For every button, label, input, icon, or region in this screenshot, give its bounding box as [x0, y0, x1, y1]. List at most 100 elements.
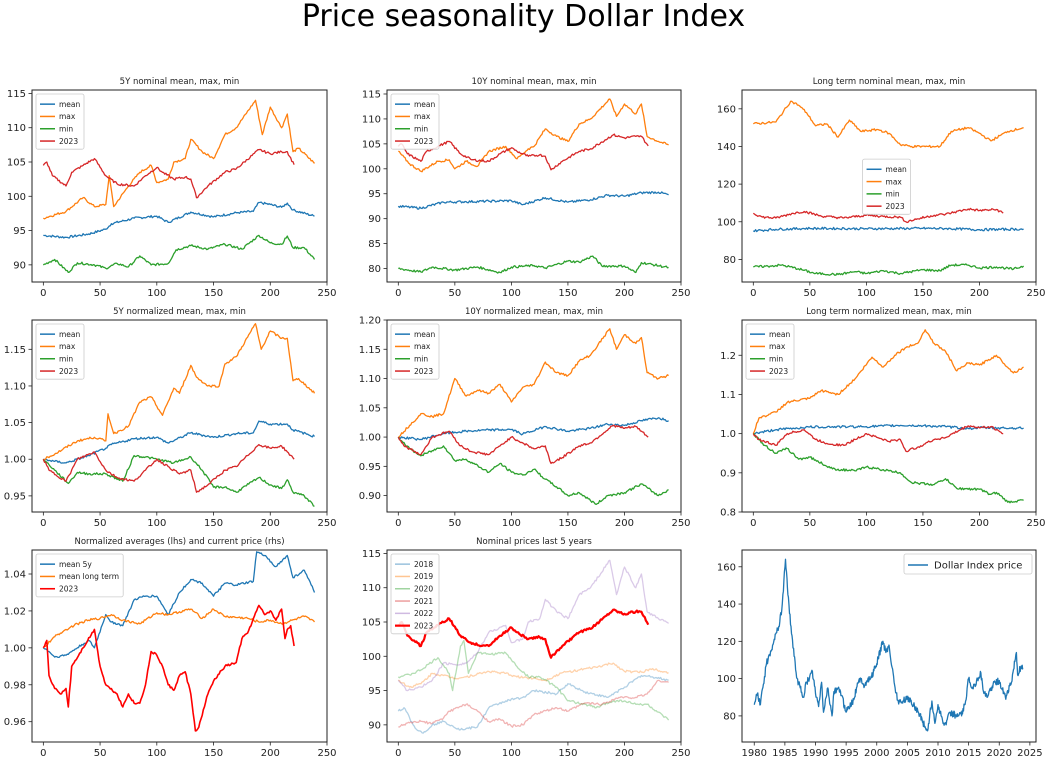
subplot-title: Nominal prices last 5 years	[476, 537, 592, 547]
x-tick-label: 50	[448, 288, 461, 299]
legend-box	[862, 158, 911, 215]
x-tick-label: 50	[94, 748, 107, 759]
x-tick-label: 250	[671, 518, 690, 529]
axes-frame	[386, 549, 682, 743]
x-tick-label: 0	[750, 288, 756, 299]
legend-label: 2023	[59, 584, 78, 593]
x-tick-label: 1990	[803, 748, 828, 759]
x-tick-label: 1985	[772, 748, 797, 759]
y-tick-label: 160	[717, 562, 736, 573]
x-tick-label: 250	[1026, 518, 1045, 529]
legend-label: max	[886, 177, 903, 186]
series-group	[753, 558, 1024, 732]
subplot-7: Normalized averages (lhs) and current pr…	[4, 537, 337, 759]
y-tick-label: 100	[717, 217, 736, 228]
y-tick-label: 1.1	[720, 390, 736, 401]
y-tick-label: 80	[723, 711, 736, 722]
x-tick-label: 200	[261, 748, 280, 759]
legend-box	[903, 553, 1033, 575]
subplot-title: Long term nominal mean, max, min	[813, 77, 966, 87]
y-tick-label: 115	[362, 549, 381, 560]
series-line-max	[398, 328, 669, 438]
series-line-2023	[42, 604, 295, 732]
x-tick-label: 250	[671, 288, 690, 299]
series-line-mean	[397, 191, 669, 210]
y-tick-label: 1.04	[4, 570, 26, 581]
series-line-2023	[42, 148, 295, 199]
series-line-2023	[752, 425, 1004, 453]
y-tick-label: 1.00	[4, 643, 26, 654]
legend: mean max min 2023	[745, 323, 795, 380]
subplot-title: 10Y nominal mean, max, min	[471, 77, 596, 87]
legend-label: mean	[59, 100, 81, 109]
x-tick-label: 100	[502, 748, 521, 759]
axes-frame	[741, 89, 1037, 283]
x-tick-label: 0	[395, 518, 401, 529]
subplot-2: 10Y nominal mean, max, min 0 50 100 150 200 25…	[362, 77, 691, 299]
series-group	[397, 98, 669, 274]
legend-label: max	[59, 342, 76, 351]
y-tick-label: 85	[368, 239, 381, 250]
legend: mean 5y mean long term 2023	[35, 553, 124, 598]
x-tick-label: 150	[558, 518, 577, 529]
y-tick-label: 1.00	[359, 433, 381, 444]
series-line-min	[753, 432, 1024, 504]
series-group	[752, 100, 1025, 276]
subplot-title: Normalized averages (lhs) and current pr…	[74, 537, 284, 547]
series-line-2021	[398, 679, 669, 728]
series-line-2018	[397, 674, 669, 734]
x-tick-label: 100	[857, 518, 876, 529]
y-tick-label: 100	[362, 652, 381, 663]
legend-box	[35, 323, 85, 380]
subplot-title: Long term normalized mean, max, min	[806, 307, 972, 317]
x-tick-label: 200	[261, 518, 280, 529]
legend-label: max	[414, 342, 431, 351]
x-tick-label: 200	[970, 518, 989, 529]
subplot-title: 5Y normalized mean, max, min	[113, 307, 246, 317]
axes-frame	[741, 319, 1037, 513]
series-line-max	[752, 100, 1024, 149]
legend-label: 2023	[59, 367, 78, 376]
legend-box	[390, 553, 440, 635]
x-tick-label: 2015	[956, 748, 981, 759]
y-tick-label: 1.10	[359, 374, 381, 385]
y-tick-label: 100	[362, 164, 381, 175]
legend-label: min	[886, 190, 900, 199]
x-tick-label: 200	[261, 288, 280, 299]
series-line-max	[398, 98, 669, 173]
y-tick-label: 0.96	[4, 717, 26, 728]
x-tick-label: 2000	[864, 748, 889, 759]
legend-label: 2020	[414, 584, 433, 593]
y-tick-label: 160	[717, 104, 736, 115]
y-tick-label: 1.15	[4, 345, 26, 356]
series-group	[42, 99, 316, 274]
x-tick-label: 100	[147, 288, 166, 299]
legend-label: 2019	[414, 572, 433, 581]
series-line-mean	[398, 417, 669, 441]
y-tick-label: 110	[7, 123, 26, 134]
legend-label: 2021	[414, 597, 433, 606]
legend: 2018 2019 2020 2021 2022 2023	[390, 553, 440, 635]
legend-label: max	[414, 112, 431, 121]
y-tick-label: 110	[362, 583, 381, 594]
series-line-mean	[43, 201, 315, 239]
subplot-6: Long term normalized mean, max, min 0 50 10…	[720, 307, 1045, 529]
series-line-dollar-index-price	[753, 558, 1024, 732]
x-tick-label: 50	[448, 518, 461, 529]
y-tick-label: 95	[13, 226, 26, 237]
series-line-2023	[397, 424, 649, 465]
legend-box	[35, 553, 124, 598]
y-tick-label: 105	[7, 158, 26, 169]
x-tick-label: 100	[147, 748, 166, 759]
y-tick-label: 110	[362, 114, 381, 125]
y-tick-label: 1.02	[4, 606, 26, 617]
x-tick-label: 150	[913, 518, 932, 529]
series-line-2019	[398, 662, 669, 689]
legend-label: 2023	[769, 367, 788, 376]
legend-label: mean	[769, 330, 791, 339]
y-tick-label: 120	[717, 637, 736, 648]
series-line-min	[753, 263, 1025, 276]
series-group	[397, 559, 670, 734]
series-line-max	[752, 329, 1024, 434]
y-tick-label: 1.10	[4, 381, 26, 392]
